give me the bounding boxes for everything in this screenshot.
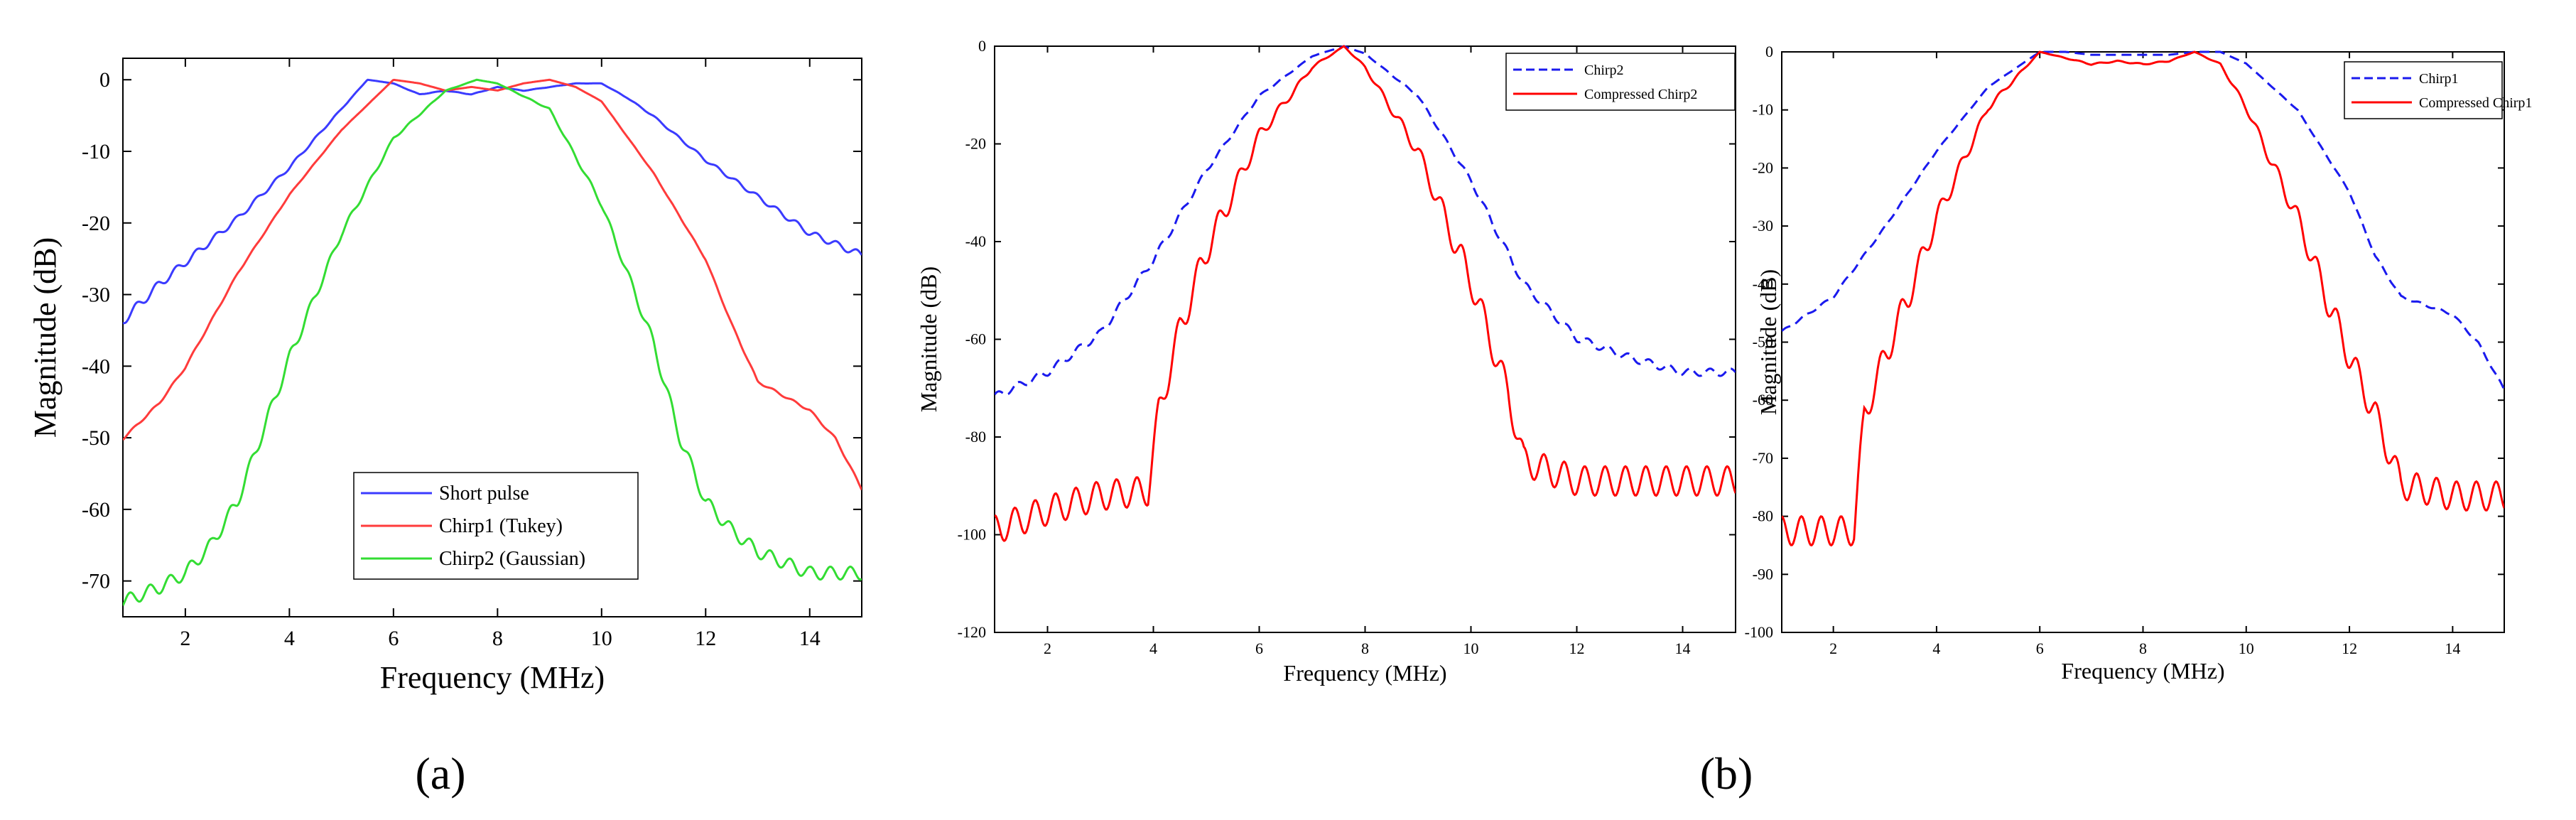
y-tick-label: -80 <box>1753 507 1773 525</box>
chart-1: 2 4 6 8 10 12 14 0 -10 -20 -30 -40 -50 -60 -70 Frequenc… <box>28 58 862 695</box>
series-line-chirp1 <box>1782 50 2504 391</box>
legend-entry: Chirp1 <box>2419 71 2459 87</box>
y-tick-label: -80 <box>965 428 986 446</box>
legend-box <box>2344 61 2503 119</box>
x-tick-label: 2 <box>1044 640 1051 657</box>
x-tick-label: 4 <box>1932 640 1940 657</box>
y-tick-label: -50 <box>82 426 110 450</box>
plot-frame <box>1781 51 2505 633</box>
y-axis-label: Magnitude (dB) <box>916 266 941 412</box>
plot-frame <box>994 45 1736 633</box>
y-tick-label: -40 <box>1753 275 1773 293</box>
x-tick-label: 10 <box>1463 640 1479 657</box>
x-tick-label: 2 <box>1829 640 1837 657</box>
x-tick-label: 12 <box>2342 640 2357 657</box>
panel-label-a: (a) <box>415 748 465 799</box>
y-tick-label: -40 <box>82 355 110 378</box>
y-tick-label: -10 <box>1753 101 1773 119</box>
x-tick-label: 12 <box>1569 640 1585 657</box>
x-tick-label: 4 <box>1149 640 1157 657</box>
x-tick-label: 6 <box>2036 640 2044 657</box>
x-tick-label: 14 <box>799 627 821 650</box>
x-tick-label: 10 <box>591 627 612 650</box>
y-axis-label: Magnitude (dB) <box>1755 269 1781 415</box>
legend-entry: Chirp2 <box>1584 63 1624 78</box>
legend-entry: Chirp1 (Tukey) <box>439 515 563 537</box>
y-tick-label: -60 <box>1753 391 1773 409</box>
y-tick-label: -70 <box>1753 449 1773 467</box>
x-tick-label: 8 <box>2139 640 2147 657</box>
y-tick-label: -30 <box>1753 217 1773 234</box>
x-tick-label: 6 <box>388 627 399 650</box>
x-tick-label: 14 <box>2445 640 2460 657</box>
x-axis-label: Frequency (MHz) <box>2061 658 2224 684</box>
y-tick-label: -30 <box>82 284 110 307</box>
y-tick-label: -100 <box>1745 623 1773 641</box>
legend-entry: Compressed Chirp1 <box>2419 95 2532 111</box>
x-tick-label: 12 <box>695 627 716 650</box>
y-tick-label: -100 <box>958 526 986 544</box>
chart-2: 2 4 6 8 10 12 14 0 -20 -40 -60 -80 -100 -120 Frequency… <box>916 37 1736 686</box>
y-tick-label: -90 <box>1753 565 1773 583</box>
series-line-chirp2-gaussian- <box>123 78 862 606</box>
x-tick-label: 8 <box>492 627 503 650</box>
y-tick-label: -60 <box>82 498 110 522</box>
x-axis-label: Frequency (MHz) <box>380 660 605 695</box>
y-tick-label: -120 <box>958 623 986 641</box>
x-tick-label: 8 <box>1361 640 1369 657</box>
y-tick-label: 0 <box>99 68 110 92</box>
x-tick-label: 10 <box>2239 640 2254 657</box>
x-tick-label: 2 <box>180 627 190 650</box>
legend-box <box>1505 53 1736 111</box>
x-tick-label: 6 <box>1255 640 1263 657</box>
series-line-chirp1-tukey- <box>123 78 862 491</box>
y-tick-label: -60 <box>965 330 986 348</box>
panel-label-b: (b) <box>1700 748 1753 799</box>
y-tick-label: 0 <box>1765 43 1773 60</box>
y-tick-label: 0 <box>978 37 986 55</box>
x-tick-label: 4 <box>284 627 295 650</box>
series-line-chirp2 <box>995 45 1736 396</box>
y-axis-label: Magnitude (dB) <box>28 237 63 438</box>
y-tick-label: -50 <box>1753 333 1773 351</box>
y-tick-label: -20 <box>82 212 110 235</box>
y-tick-label: -10 <box>82 140 110 163</box>
y-tick-label: -20 <box>1753 158 1773 176</box>
series-line-compressed-chirp1 <box>1782 50 2504 547</box>
series-line-short-pulse <box>123 78 862 325</box>
x-tick-label: 14 <box>1675 640 1691 657</box>
legend-entry: Chirp2 (Gaussian) <box>439 548 585 570</box>
legend-entry: Short pulse <box>439 482 529 505</box>
chart-3: 2 4 6 8 10 12 14 0 -10 -20 -30 -40 -50 -60 -70 -80 -90 -1… <box>1745 43 2533 684</box>
series-line-compressed-chirp2 <box>995 45 1736 542</box>
x-axis-label: Frequency (MHz) <box>1283 660 1446 686</box>
y-tick-label: -70 <box>82 570 110 593</box>
y-tick-label: -40 <box>965 232 986 250</box>
y-tick-label: -20 <box>965 135 986 153</box>
legend-entry: Compressed Chirp2 <box>1584 87 1697 102</box>
